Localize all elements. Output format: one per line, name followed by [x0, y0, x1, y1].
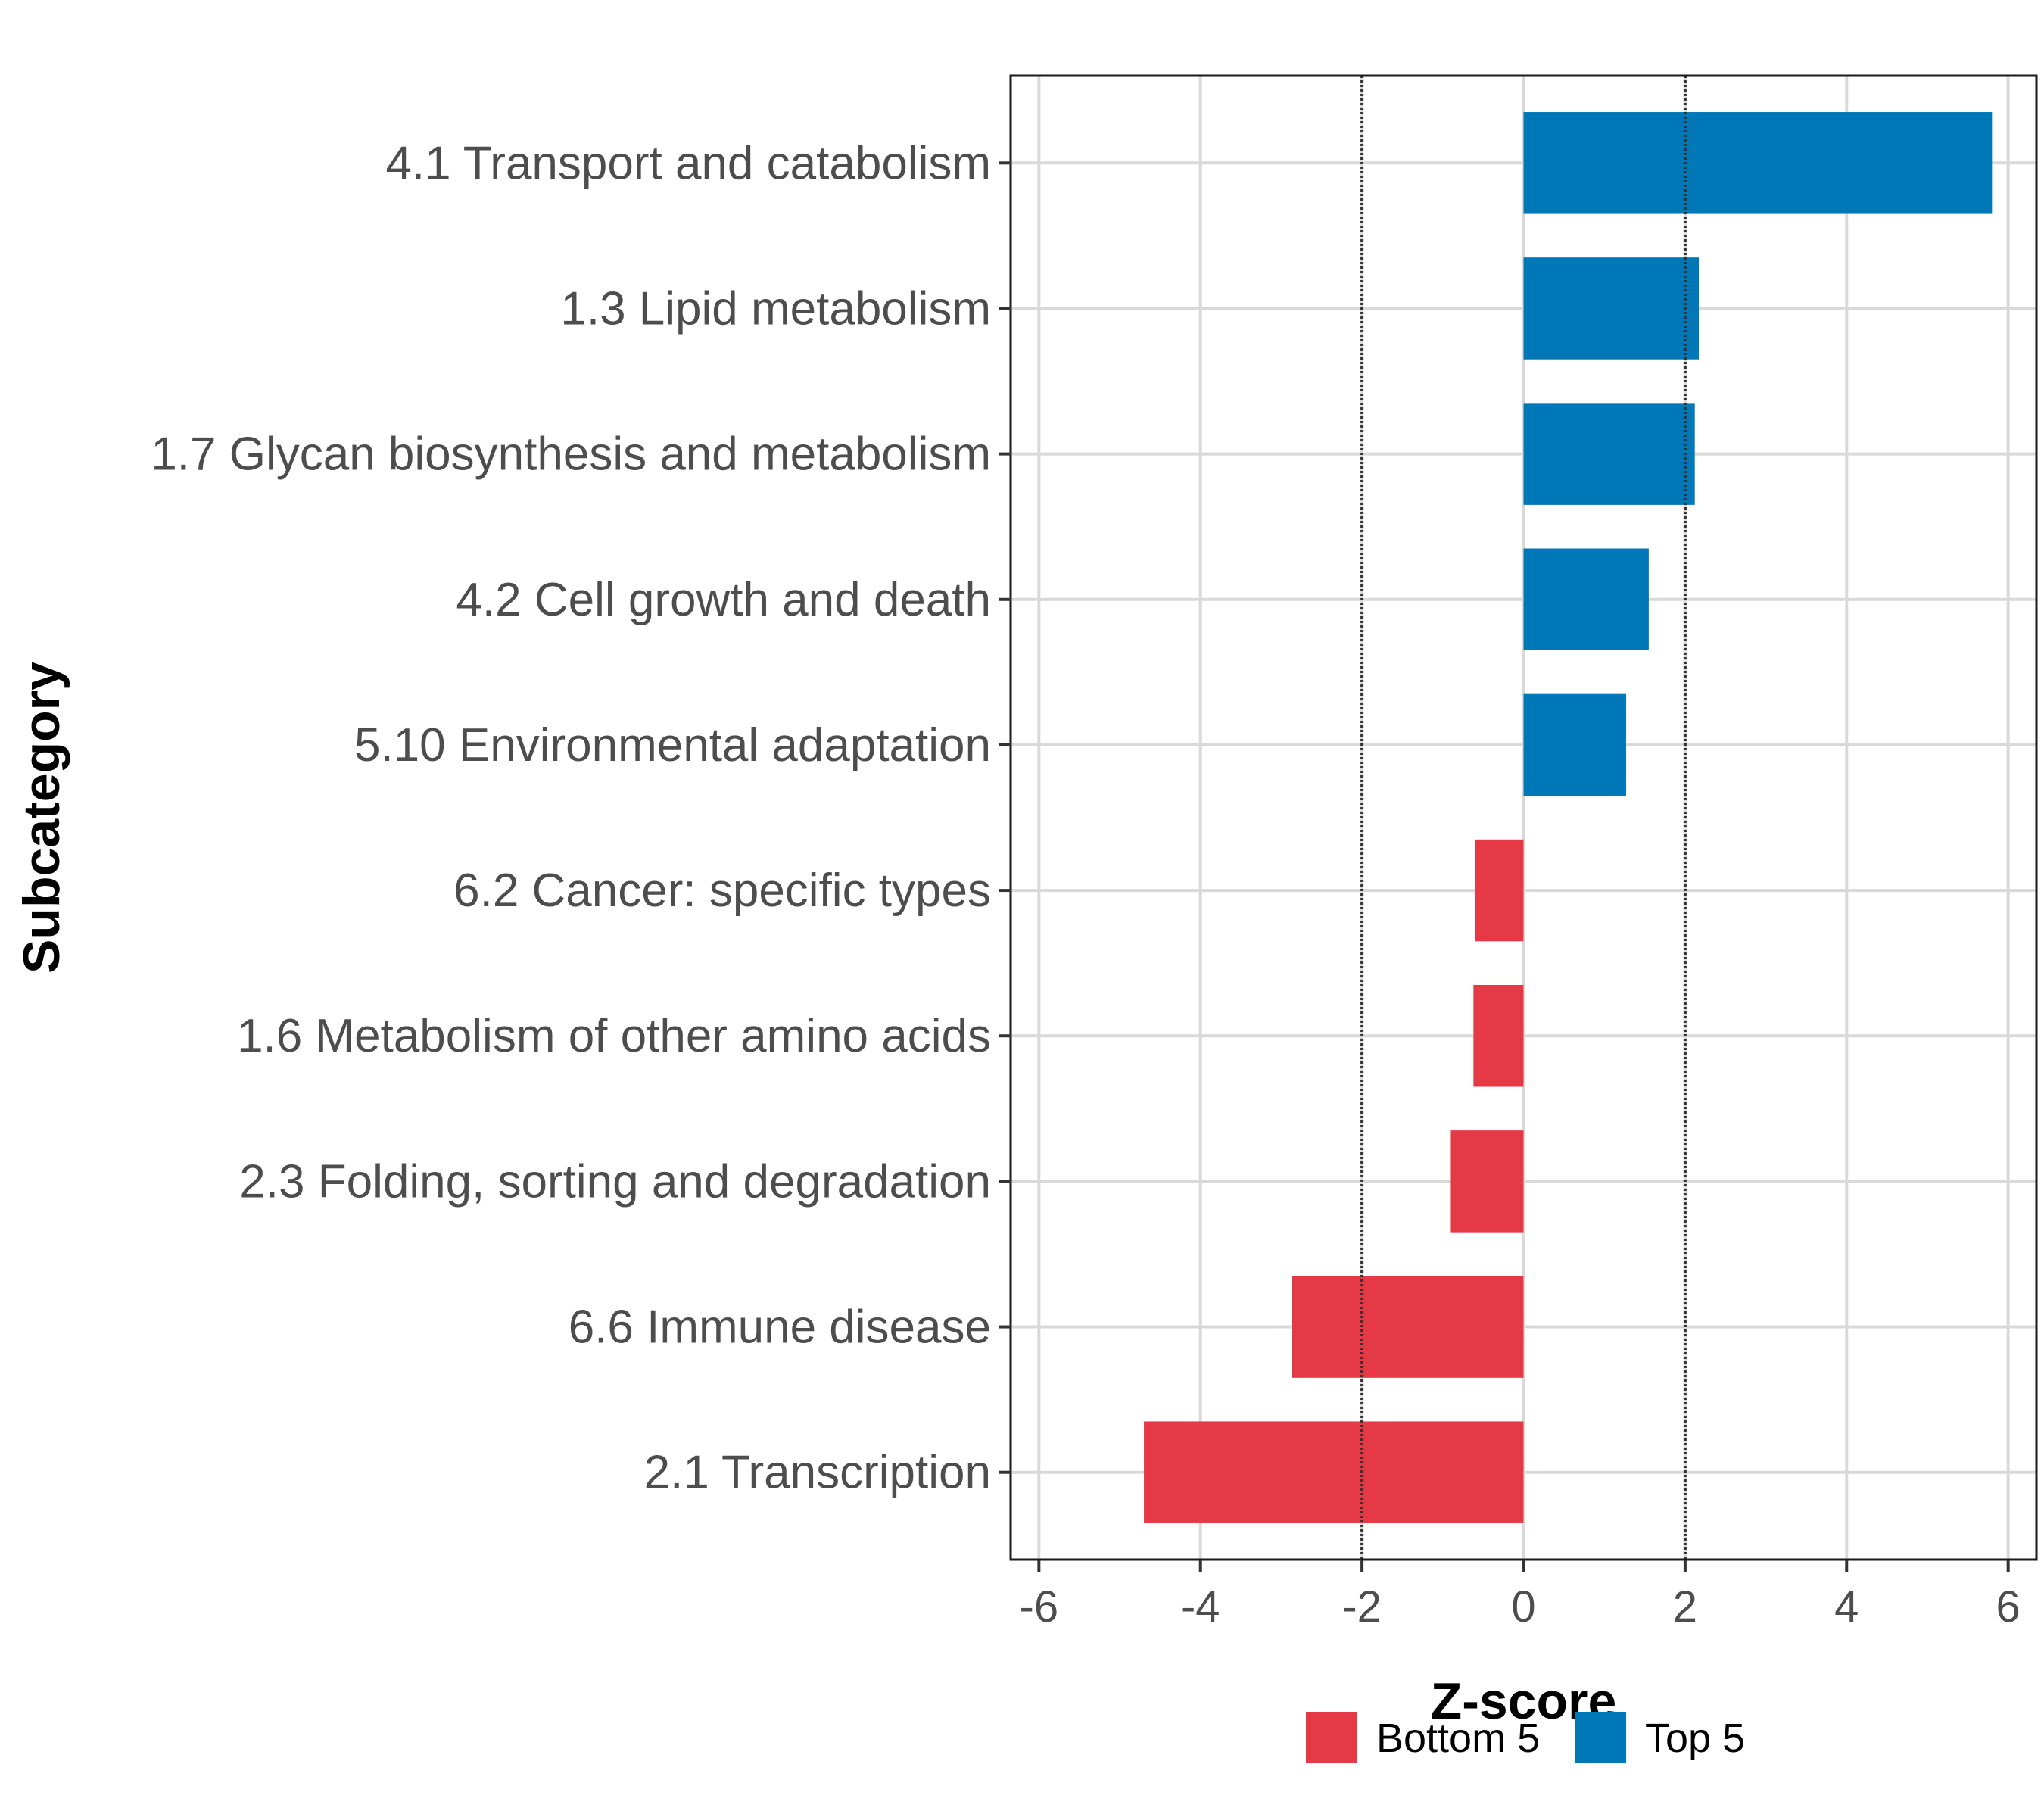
x-tick-label: -6 [1020, 1582, 1059, 1632]
category-label: 1.6 Metabolism of other amino acids [237, 1010, 991, 1062]
category-label: 4.1 Transport and catabolism [385, 137, 991, 189]
bar [1523, 693, 1626, 796]
category-label: 1.7 Glycan biosynthesis and metabolism [151, 429, 991, 481]
category-label: 5.10 Environmental adaptation [354, 719, 991, 771]
bar [1292, 1276, 1524, 1378]
legend: Bottom 5 Top 5 [1306, 1712, 1745, 1763]
legend-label: Top 5 [1645, 1716, 1745, 1761]
bar [1523, 548, 1649, 651]
bar [1450, 1130, 1524, 1233]
x-tick-label: 4 [1834, 1582, 1859, 1632]
x-tick-label: 2 [1673, 1582, 1697, 1632]
legend-label: Bottom 5 [1376, 1716, 1540, 1761]
legend-swatch [1575, 1712, 1626, 1763]
category-label: 2.1 Transcription [644, 1447, 991, 1499]
x-tick-label: -4 [1181, 1582, 1220, 1632]
reference-lines [1360, 76, 1687, 1560]
legend-swatch [1306, 1712, 1357, 1763]
x-tick-label: 6 [1996, 1582, 2021, 1632]
category-label: 6.2 Cancer: specific types [453, 865, 991, 917]
bar [1144, 1421, 1524, 1523]
bar [1523, 403, 1695, 505]
x-tick-label: 0 [1511, 1582, 1535, 1632]
category-label: 6.6 Immune disease [569, 1301, 991, 1354]
bar-layer [1144, 112, 1993, 1523]
category-label: 1.3 Lipid metabolism [560, 282, 991, 335]
category-label: 4.2 Cell growth and death [456, 574, 991, 626]
x-tick-label: -2 [1342, 1582, 1382, 1632]
category-label: 2.3 Folding, sorting and degradation [239, 1155, 991, 1208]
bar [1523, 257, 1700, 360]
y-axis-title: Subcategory [13, 662, 70, 974]
bar [1473, 984, 1524, 1087]
bar [1523, 112, 1993, 214]
axis-layer: -6 -4 -2 0 2 4 6 4.1 Transport and catabolism 1.… [151, 137, 2020, 1632]
bar [1475, 839, 1524, 942]
